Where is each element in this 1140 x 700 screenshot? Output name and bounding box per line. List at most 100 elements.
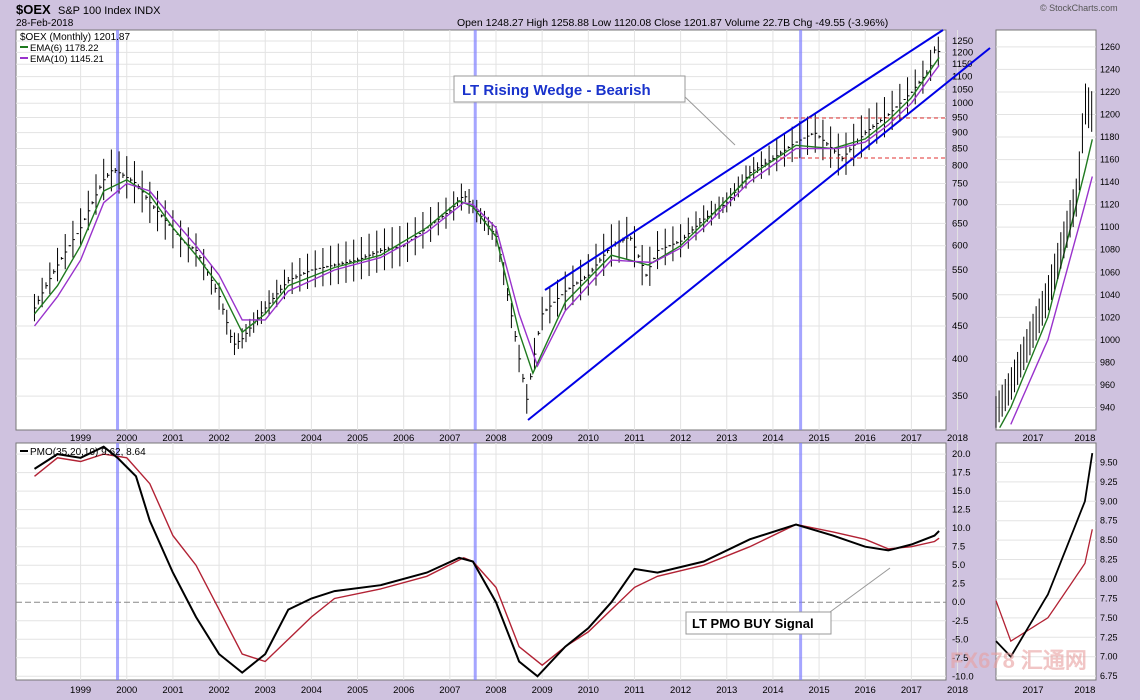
- x-tick-label: 2013: [716, 685, 737, 696]
- y-tick-label: 600: [952, 241, 968, 252]
- pmo-callout-pointer: [829, 567, 891, 613]
- y-tick-label: 500: [952, 292, 968, 303]
- x-tick-label: 2005: [347, 685, 368, 696]
- y-tick-label: 650: [952, 218, 968, 229]
- wedge-annotation-box: [453, 75, 686, 103]
- pmo-series-group: [33, 445, 940, 678]
- zoom-panels-content: 940 960 980 1000 1020 1040 1060 1080 1100 1120 114…: [995, 42, 1120, 696]
- y-tick-label: 400: [952, 354, 968, 365]
- zoom-ema10-line: [1010, 176, 1093, 425]
- y-tick-label: 750: [952, 178, 968, 189]
- x-tick-label: 2016: [855, 433, 876, 444]
- x-tick-label: 2008: [485, 685, 506, 696]
- x-tick-label: 2001: [162, 433, 183, 444]
- y-tick-label: 5.0: [952, 560, 965, 571]
- zoom-y-tick-label: 1040: [1100, 290, 1120, 300]
- y-tick-label: 1000: [952, 98, 973, 109]
- x-tick-label: 1999: [70, 685, 91, 696]
- y-tick-label: -5.0: [952, 634, 968, 645]
- x-tick-label: 2018: [947, 685, 968, 696]
- y-tick-label: -10.0: [952, 671, 974, 682]
- y-tick-label: 450: [952, 321, 968, 332]
- y-tick-label: 7.5: [952, 542, 965, 553]
- symbol-title: $OEX: [16, 2, 51, 17]
- zoom-x-tick-label: 2017: [1022, 433, 1043, 444]
- x-tick-label: 2012: [670, 433, 691, 444]
- zoom-x-tick-label: 2018: [1074, 685, 1095, 696]
- zoom-y-tick-label: 1060: [1100, 267, 1120, 277]
- ema6-line: [33, 57, 940, 376]
- x-tick-label: 2010: [578, 685, 599, 696]
- axes-labels: 1999 1999 2000 2000 2001 2001 2002 2002 2003 2003…: [70, 36, 974, 696]
- zoom-pmo-panel: [995, 442, 1097, 681]
- y-tick-label: 15.0: [952, 486, 971, 497]
- zoom-ema6-line: [999, 139, 1093, 429]
- zoom-pmo-y-tick-label: 8.50: [1100, 535, 1118, 545]
- pmo-annotation-box: [685, 611, 832, 635]
- y-tick-label: 350: [952, 391, 968, 402]
- y-tick-label: 550: [952, 265, 968, 276]
- x-tick-label: 2007: [439, 433, 460, 444]
- x-tick-label: 2017: [901, 685, 922, 696]
- zoom-pmo-y-tick-label: 7.50: [1100, 613, 1118, 623]
- y-tick-label: -7.5: [952, 653, 968, 664]
- x-tick-label: 2015: [809, 433, 830, 444]
- zoom-pmo-y-tick-label: 9.50: [1100, 457, 1118, 467]
- zoom-pmo-y-tick-label: 7.00: [1100, 652, 1118, 662]
- chart-date: 28-Feb-2018: [16, 18, 74, 29]
- x-tick-label: 2000: [116, 433, 137, 444]
- x-tick-label: 2002: [209, 685, 230, 696]
- legend-price: $OEX (Monthly) 1201.87: [20, 32, 130, 43]
- x-tick-label: 2001: [162, 685, 183, 696]
- zoom-pmo-y-tick-label: 6.75: [1100, 671, 1118, 681]
- zoom-y-tick-label: 1140: [1100, 177, 1119, 187]
- zoom-y-tick-label: 980: [1100, 357, 1115, 367]
- zoom-pmo-y-tick-label: 8.75: [1100, 516, 1118, 526]
- watermark-text: © StockCharts.com: [1040, 3, 1118, 13]
- y-tick-label: 12.5: [952, 505, 971, 516]
- x-tick-label: 2015: [809, 685, 830, 696]
- x-tick-label: 2000: [116, 685, 137, 696]
- y-tick-label: 900: [952, 128, 968, 139]
- x-tick-label: 2009: [532, 685, 553, 696]
- y-tick-label: -2.5: [952, 616, 968, 627]
- y-tick-label: 1200: [952, 47, 973, 58]
- x-tick-label: 2012: [670, 685, 691, 696]
- x-tick-label: 2003: [255, 433, 276, 444]
- x-tick-label: 2011: [624, 685, 644, 696]
- x-tick-label: 2014: [762, 433, 783, 444]
- x-tick-label: 2018: [947, 433, 968, 444]
- zoom-y-tick-label: 1160: [1100, 155, 1119, 165]
- zoom-y-tick-label: 960: [1100, 380, 1115, 390]
- pmo-line: [33, 445, 940, 678]
- legend-ema6: EMA(6) 1178.22: [30, 43, 98, 54]
- zoom-y-tick-label: 1200: [1100, 110, 1120, 120]
- zoom-y-tick-label: 1020: [1100, 312, 1120, 322]
- y-tick-label: 1250: [952, 36, 973, 47]
- wedge-lower-trendline: [527, 47, 991, 421]
- zoom-pmo-y-tick-label: 8.25: [1100, 555, 1118, 565]
- y-tick-label: 850: [952, 144, 968, 155]
- pmo-panel: [15, 442, 947, 681]
- zoom-y-tick-label: 1240: [1100, 64, 1120, 74]
- y-tick-label: 700: [952, 198, 968, 209]
- zoom-pmo-y-tick-label: 7.75: [1100, 593, 1118, 603]
- y-tick-label: 1100: [952, 72, 972, 83]
- zoom-x-tick-label: 2018: [1074, 433, 1095, 444]
- zoom-pmo-y-tick-label: 9.00: [1100, 496, 1118, 506]
- x-tick-label: 2010: [578, 433, 599, 444]
- zoom-y-tick-label: 1260: [1100, 42, 1120, 52]
- pmo-annotation-text: LT PMO BUY Signal: [692, 616, 814, 631]
- y-tick-label: 0.0: [952, 597, 965, 608]
- x-tick-label: 2006: [393, 433, 414, 444]
- x-tick-label: 2008: [485, 433, 506, 444]
- x-tick-label: 2007: [439, 685, 460, 696]
- x-tick-label: 2011: [624, 433, 644, 444]
- wedge-upper-trendline: [544, 29, 944, 291]
- y-tick-label: 17.5: [952, 468, 971, 479]
- ema10-line: [33, 64, 940, 368]
- zoom-x-tick-label: 2017: [1022, 685, 1043, 696]
- zoom-pmo-line: [995, 452, 1094, 659]
- y-tick-label: 950: [952, 113, 968, 124]
